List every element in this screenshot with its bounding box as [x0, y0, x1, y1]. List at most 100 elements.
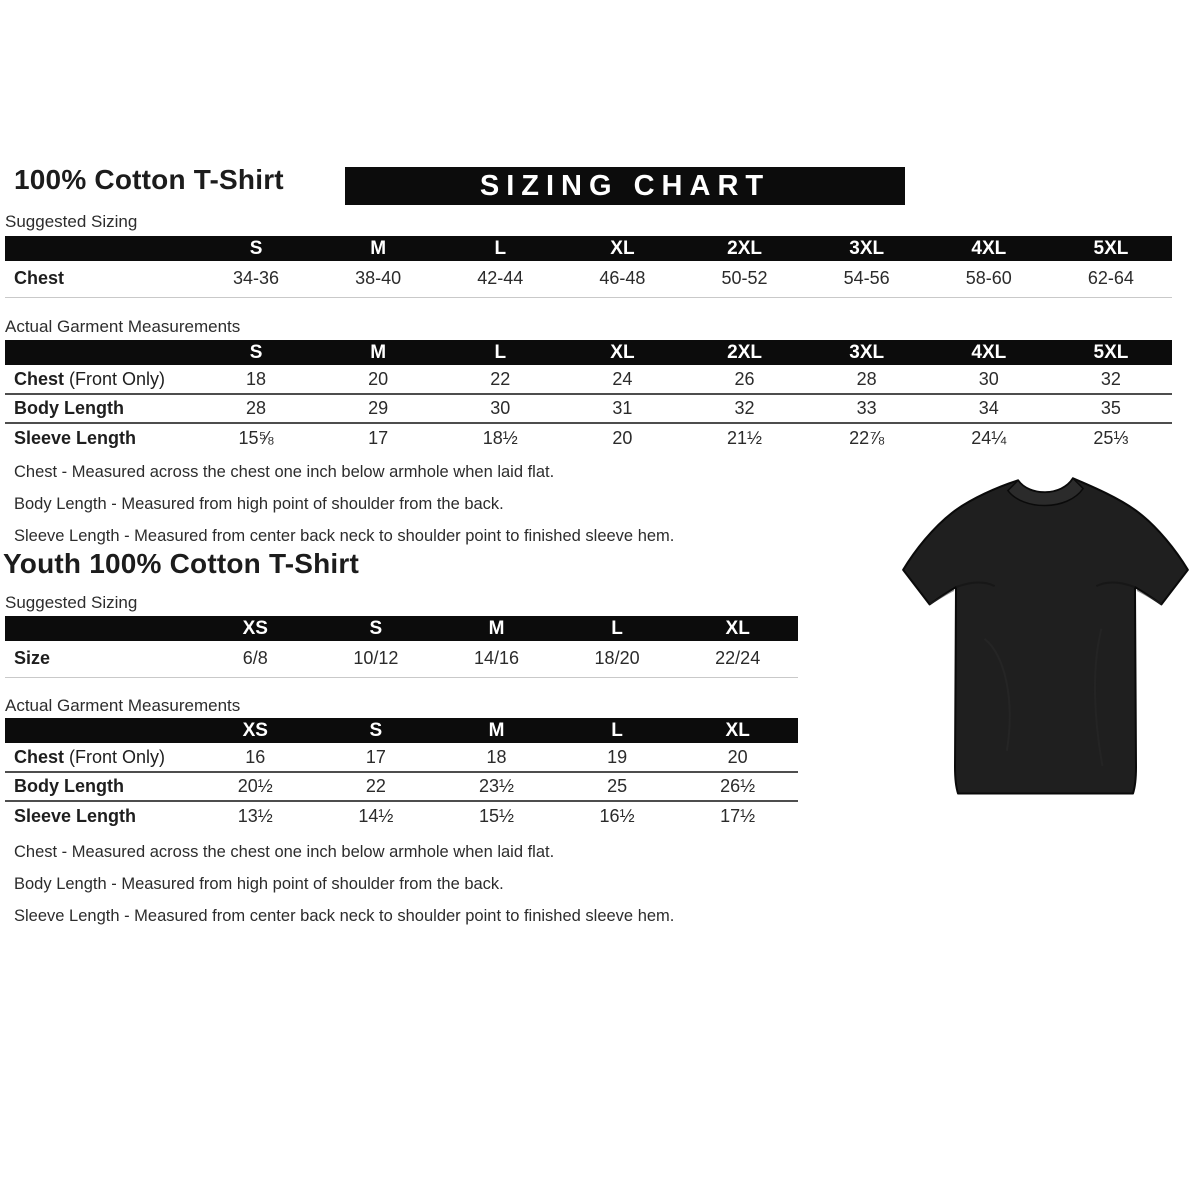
table-cell: 34-36	[233, 268, 280, 289]
table-row: Sleeve Length 13½ 14½ 15½ 16½ 17½	[5, 801, 798, 830]
table-cell: 50-52	[721, 268, 768, 289]
table-cell: 24	[612, 368, 633, 389]
table-cell: 16½	[599, 805, 635, 826]
table-cell: 15½	[478, 805, 514, 826]
column-header: S	[315, 616, 437, 641]
column-header: S	[195, 340, 318, 365]
table-cell: 18	[246, 368, 267, 389]
column-header: 3XL	[805, 340, 928, 365]
table-cell: 25	[607, 776, 628, 796]
table-corner	[5, 236, 195, 261]
table-cell: 14½	[358, 805, 394, 826]
table-cell: 38-40	[355, 268, 402, 289]
adult-section-title: 100% Cotton T-Shirt	[14, 164, 284, 195]
measurement-note: Sleeve Length - Measured from center bac…	[14, 527, 675, 545]
column-header: M	[317, 236, 440, 261]
column-header: 2XL	[683, 340, 806, 365]
table-cell: 30	[978, 368, 999, 389]
table-row: Body Length 28 29 30 31 32 33 34 35	[5, 394, 1172, 423]
table-cell: 23½	[478, 776, 514, 796]
table-cell: 20	[727, 746, 748, 767]
table-row: Size 6/8 10/12 14/16 18/20 22/24	[5, 641, 798, 677]
column-header: S	[315, 718, 437, 743]
column-header: XL	[561, 236, 684, 261]
column-header: XS	[195, 718, 316, 743]
black-tshirt-image	[902, 477, 1189, 795]
table-cell: 10/12	[353, 648, 399, 669]
table-cell: 16	[245, 746, 266, 767]
table-cell: 42-44	[477, 268, 524, 289]
youth-actual-measurements-table: XS S M L XL Chest (Front Only) 16 17 18 19 20 Body …	[5, 718, 798, 830]
table-cell: 13½	[237, 805, 273, 826]
adult-suggested-sizing-label: Suggested Sizing	[5, 212, 138, 231]
table-cell: 14/16	[473, 648, 519, 669]
column-header: L	[556, 616, 678, 641]
table-corner	[5, 340, 195, 365]
table-cell: 22⅞	[849, 427, 885, 448]
table-cell: 17½	[720, 805, 756, 826]
row-label: Size	[14, 648, 51, 669]
table-cell: 26	[734, 368, 755, 389]
adult-measurement-notes: Chest - Measured across the chest one in…	[14, 463, 674, 559]
column-header: M	[436, 616, 557, 641]
table-corner	[5, 718, 195, 743]
row-label: Sleeve Length	[14, 805, 137, 826]
column-header: 5XL	[1049, 236, 1172, 261]
table-cell: 18	[486, 746, 507, 767]
table-cell: 20½	[237, 776, 273, 796]
table-cell: 26½	[720, 776, 756, 796]
header-row: S M L XL 2XL 3XL 4XL 5XL	[5, 236, 1172, 261]
table-cell: 17	[368, 427, 389, 448]
row-label: Body Length	[14, 398, 124, 418]
column-header: M	[317, 340, 440, 365]
row-label: Sleeve Length	[14, 427, 137, 448]
column-header: XL	[677, 616, 798, 641]
table-cell: 20	[612, 427, 633, 448]
youth-suggested-sizing-label: Suggested Sizing	[5, 593, 138, 612]
column-header: 4XL	[927, 340, 1050, 365]
column-header: 3XL	[805, 236, 928, 261]
measurement-note: Chest - Measured across the chest one in…	[14, 843, 555, 861]
table-row: Sleeve Length 15⅝ 17 18½ 20 21½ 22⅞ 24¼ 25⅓	[5, 423, 1172, 452]
table-cell: 24¼	[971, 427, 1007, 448]
table-cell: 54-56	[843, 268, 890, 289]
table-row: Chest (Front Only) 18 20 22 24 26 28 30 32	[5, 365, 1172, 394]
table-cell: 30	[490, 398, 511, 418]
column-header: 2XL	[683, 236, 806, 261]
sizing-chart-banner: SIZING CHART	[345, 167, 905, 205]
column-header: M	[436, 718, 557, 743]
column-header: XL	[561, 340, 684, 365]
table-cell: 6/8	[242, 648, 268, 669]
adult-actual-measurements-table: S M L XL 2XL 3XL 4XL 5XL Chest (Front Only) 18 20 2…	[5, 340, 1172, 452]
table-cell: 32	[1100, 368, 1121, 389]
column-header: 4XL	[927, 236, 1050, 261]
youth-measurement-notes: Chest - Measured across the chest one in…	[14, 843, 674, 939]
header-row: XS S M L XL	[5, 616, 798, 641]
table-cell: 25⅓	[1093, 427, 1129, 448]
column-header: L	[556, 718, 678, 743]
column-header: L	[439, 236, 562, 261]
tshirt-collar	[1006, 477, 1085, 507]
column-header: XL	[677, 718, 798, 743]
tshirt-body	[902, 477, 1189, 795]
table-cell: 28	[246, 398, 267, 418]
adult-actual-measurements-label: Actual Garment Measurements	[5, 317, 241, 336]
table-cell: 17	[365, 746, 386, 767]
table-cell: 22	[365, 776, 386, 796]
row-label: Body Length	[14, 776, 124, 796]
youth-section-title: Youth 100% Cotton T-Shirt	[3, 548, 360, 579]
table-row: Chest (Front Only) 16 17 18 19 20	[5, 743, 798, 772]
row-label: Chest (Front Only)	[14, 368, 166, 389]
column-header: S	[195, 236, 318, 261]
youth-actual-measurements-label: Actual Garment Measurements	[5, 696, 241, 715]
table-cell: 22	[490, 368, 511, 389]
adult-suggested-sizing-table: S M L XL 2XL 3XL 4XL 5XL Chest 34-36 38-40 42-44 46-…	[5, 236, 1172, 298]
measurement-note: Sleeve Length - Measured from center bac…	[14, 907, 675, 925]
table-cell: 21½	[727, 427, 763, 448]
table-row: Body Length 20½ 22 23½ 25 26½	[5, 772, 798, 801]
table-cell: 31	[612, 398, 633, 418]
table-row: Chest 34-36 38-40 42-44 46-48 50-52 54-56 58-60…	[5, 261, 1172, 297]
measurement-note: Chest - Measured across the chest one in…	[14, 463, 555, 481]
row-label: Chest (Front Only)	[14, 746, 166, 767]
